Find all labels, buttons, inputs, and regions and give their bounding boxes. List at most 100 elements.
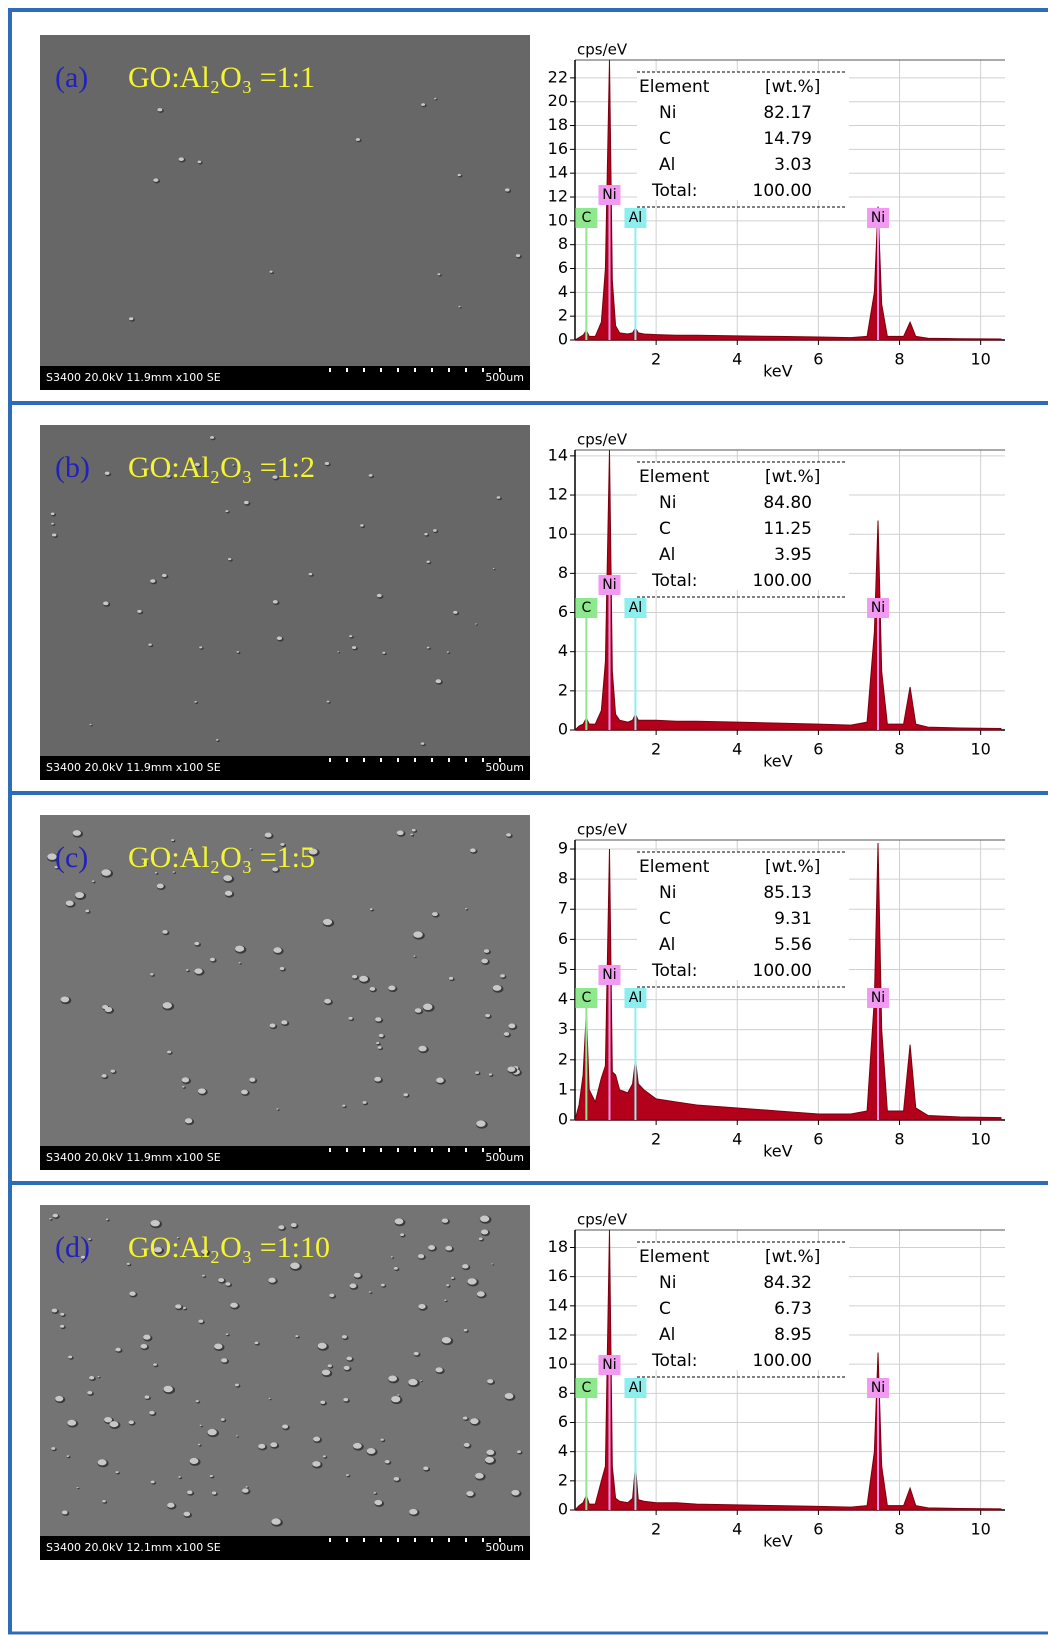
particle bbox=[463, 1329, 468, 1332]
particle bbox=[49, 1218, 52, 1220]
particle bbox=[451, 1276, 455, 1279]
peak-label-box bbox=[624, 1378, 647, 1398]
particle bbox=[245, 1486, 248, 1488]
particle bbox=[150, 1480, 155, 1484]
particle bbox=[195, 1400, 199, 1403]
particle bbox=[235, 945, 245, 952]
particle bbox=[161, 573, 167, 578]
x-axis-label: keV bbox=[763, 362, 793, 381]
particle bbox=[458, 305, 461, 308]
peak-label-box bbox=[867, 988, 890, 1008]
peak-label: Ni bbox=[602, 187, 616, 203]
y-tick-label: 6 bbox=[558, 929, 568, 948]
particle bbox=[75, 891, 85, 899]
table-cell: Al bbox=[659, 545, 675, 565]
particle bbox=[178, 1476, 181, 1478]
particle bbox=[59, 1324, 65, 1328]
particle bbox=[390, 1256, 393, 1258]
peak-label: Al bbox=[629, 210, 642, 226]
particle bbox=[221, 1358, 228, 1363]
particle bbox=[276, 636, 283, 641]
particle bbox=[508, 1023, 516, 1029]
particle bbox=[349, 635, 353, 638]
particle bbox=[393, 1477, 400, 1481]
particle bbox=[207, 1428, 217, 1436]
particle bbox=[218, 1278, 225, 1283]
peak-label: Ni bbox=[871, 600, 885, 616]
particle bbox=[184, 1118, 193, 1124]
particle bbox=[148, 643, 152, 646]
y-tick-label: 2 bbox=[558, 1470, 568, 1489]
particle bbox=[154, 1246, 163, 1253]
particle bbox=[409, 1508, 418, 1515]
particle bbox=[101, 869, 111, 876]
peak-label-box bbox=[867, 208, 890, 228]
particle bbox=[194, 700, 197, 703]
y-tick-label: 6 bbox=[558, 258, 568, 277]
particle bbox=[369, 986, 376, 991]
y-tick-label: 7 bbox=[558, 899, 568, 918]
particle bbox=[258, 1443, 266, 1449]
peak-label-box bbox=[867, 598, 890, 618]
particle bbox=[61, 1510, 68, 1515]
particle bbox=[183, 1307, 186, 1310]
particle bbox=[167, 1050, 172, 1054]
panel-title: GO:Al₂O₃ =1:5 bbox=[128, 841, 315, 874]
peak-label-box bbox=[575, 208, 598, 228]
particle bbox=[475, 1071, 479, 1074]
particle bbox=[279, 966, 285, 971]
y-axis-label: cps/eV bbox=[577, 821, 628, 839]
table-cell: 11.25 bbox=[763, 519, 812, 539]
particle bbox=[88, 1238, 91, 1241]
panel-title: GO:Al₂O₃ =1:10 bbox=[128, 1231, 330, 1264]
y-tick-label: 14 bbox=[548, 163, 568, 182]
particle bbox=[465, 908, 468, 910]
sem-caption: S3400 20.0kV 11.9mm x100 SE bbox=[46, 371, 221, 384]
particle bbox=[199, 1424, 202, 1427]
table-cell: 3.95 bbox=[774, 545, 812, 565]
particle bbox=[220, 1418, 225, 1421]
particle bbox=[87, 1390, 93, 1395]
table-cell: C bbox=[659, 129, 671, 149]
table-cell: Total: bbox=[651, 571, 697, 591]
table-cell: 100.00 bbox=[753, 181, 812, 201]
particle bbox=[163, 1385, 173, 1393]
table-bg bbox=[637, 72, 849, 200]
y-tick-label: 18 bbox=[548, 1237, 568, 1256]
particle bbox=[137, 609, 142, 613]
particle bbox=[342, 1104, 346, 1107]
particle bbox=[225, 1282, 231, 1286]
particle bbox=[484, 1456, 494, 1463]
particle-shadow bbox=[177, 1237, 180, 1240]
particle bbox=[126, 1262, 130, 1265]
particle bbox=[507, 1066, 516, 1072]
particle bbox=[504, 188, 510, 192]
particle bbox=[103, 601, 109, 606]
table-header: [wt.%] bbox=[765, 467, 820, 487]
particle bbox=[228, 557, 232, 561]
particle bbox=[375, 1017, 382, 1022]
x-tick-label: 2 bbox=[651, 1130, 661, 1149]
particle bbox=[492, 984, 502, 991]
particle bbox=[199, 646, 203, 649]
y-tick-label: 5 bbox=[558, 959, 568, 978]
table-cell: 84.32 bbox=[763, 1273, 812, 1293]
particle bbox=[504, 1393, 514, 1399]
particle bbox=[209, 957, 216, 962]
y-tick-label: 4 bbox=[558, 1441, 568, 1460]
x-tick-label: 10 bbox=[970, 1130, 990, 1149]
table-cell: C bbox=[659, 909, 671, 929]
particle bbox=[481, 958, 488, 964]
y-tick-label: 2 bbox=[558, 680, 568, 699]
particle bbox=[414, 1008, 422, 1013]
particle bbox=[377, 1046, 382, 1049]
particle bbox=[202, 1274, 205, 1277]
table-header: [wt.%] bbox=[765, 857, 820, 877]
particle bbox=[517, 1450, 521, 1454]
particle bbox=[104, 1416, 113, 1423]
peak-label-box bbox=[598, 575, 621, 595]
particle bbox=[435, 1367, 443, 1373]
particle bbox=[50, 512, 55, 516]
particle bbox=[462, 1416, 468, 1420]
peak-label: Ni bbox=[602, 967, 616, 983]
